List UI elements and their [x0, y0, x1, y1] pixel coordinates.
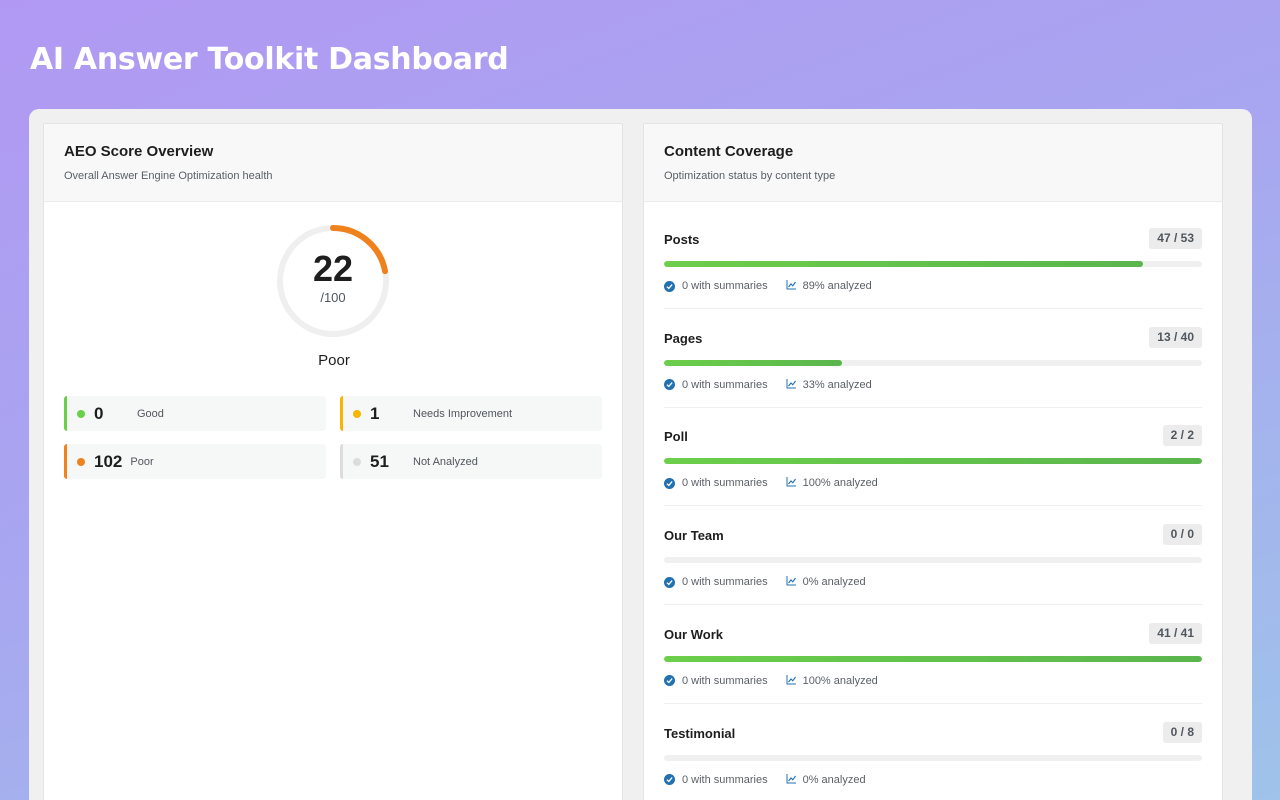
stat-count: 102 — [94, 451, 123, 471]
content-type-name: Testimonial — [664, 725, 736, 741]
trend-chart-icon — [786, 674, 797, 688]
progress-bar — [664, 557, 1202, 564]
coverage-count-badge: 0 / 8 — [1162, 721, 1202, 743]
content-coverage-card: Content Coverage Optimization status by … — [643, 123, 1223, 800]
stat-not-analyzed: 51 Not Analyzed — [340, 444, 602, 479]
score-rating: Poor — [318, 352, 350, 369]
aeo-score-card: AEO Score Overview Overall Answer Engine… — [43, 123, 623, 800]
coverage-meta: 0 with summaries 0% analyzed — [664, 773, 866, 787]
stat-label: Good — [137, 407, 164, 420]
trend-chart-icon — [786, 773, 797, 787]
progress-fill — [664, 655, 1202, 662]
coverage-count-badge: 0 / 0 — [1162, 524, 1202, 546]
status-dot — [353, 409, 361, 418]
card-header: AEO Score Overview Overall Answer Engine… — [44, 124, 622, 202]
coverage-row: Testimonial 0 / 8 0 with summaries 0% analy… — [664, 704, 1202, 800]
status-dot — [77, 409, 85, 418]
stat-count: 51 — [370, 451, 389, 471]
progress-bar — [664, 359, 1202, 366]
summaries-text: 0 with summaries — [682, 378, 768, 391]
stat-label: Not Analyzed — [413, 455, 478, 468]
coverage-row: Pages 13 / 40 0 with summaries 33% analyzed — [664, 309, 1202, 408]
stat-count: 1 — [370, 403, 380, 423]
card-title: AEO Score Overview — [64, 143, 214, 160]
analyzed-text: 0% analyzed — [802, 576, 866, 589]
check-circle-icon — [664, 379, 675, 391]
progress-bar — [664, 458, 1202, 465]
analyzed-text: 0% analyzed — [802, 773, 866, 786]
analyzed-text: 100% analyzed — [802, 674, 878, 687]
coverage-count-badge: 47 / 53 — [1149, 228, 1202, 249]
progress-bar — [664, 754, 1202, 761]
coverage-row: Our Team 0 / 0 0 with summaries 0% analyzed — [664, 506, 1202, 606]
trend-chart-icon — [786, 575, 797, 589]
content-type-name: Poll — [664, 429, 688, 445]
page-title: AI Answer Toolkit Dashboard — [30, 42, 509, 77]
score-ring: 22 /100 — [275, 223, 391, 339]
analyzed-text: 33% analyzed — [802, 378, 872, 391]
analyzed-text: 100% analyzed — [802, 477, 878, 490]
coverage-meta: 0 with summaries 33% analyzed — [664, 378, 872, 392]
card-subtitle: Optimization status by content type — [664, 170, 836, 182]
stat-poor: 102 Poor — [64, 444, 326, 479]
progress-fill — [664, 261, 1143, 267]
check-circle-icon — [664, 774, 675, 785]
stat-label: Poor — [130, 455, 154, 468]
coverage-row: Our Work 41 / 41 0 with summaries 100% anal… — [664, 605, 1202, 704]
stat-label: Needs Improvement — [413, 407, 513, 420]
card-subtitle: Overall Answer Engine Optimization healt… — [64, 170, 273, 182]
progress-bar — [664, 261, 1202, 267]
check-circle-icon — [664, 675, 675, 687]
stat-needs-improvement: 1 Needs Improvement — [340, 396, 602, 431]
coverage-row: Posts 47 / 53 0 with summaries 89% analyzed — [664, 210, 1202, 309]
summaries-text: 0 with summaries — [682, 477, 768, 490]
trend-chart-icon — [786, 378, 797, 392]
dashboard-panel: AEO Score Overview Overall Answer Engine… — [29, 109, 1252, 800]
card-header: Content Coverage Optimization status by … — [644, 124, 1222, 202]
content-type-name: Our Work — [664, 626, 723, 642]
stat-good: 0 Good — [64, 396, 326, 431]
coverage-meta: 0 with summaries 100% analyzed — [664, 674, 878, 688]
stat-count: 0 — [94, 403, 104, 423]
analyzed-text: 89% analyzed — [802, 280, 872, 292]
progress-fill — [664, 458, 1202, 465]
score-ring-progress — [277, 225, 389, 337]
coverage-count-badge: 2 / 2 — [1162, 425, 1202, 447]
content-type-name: Pages — [664, 330, 703, 346]
status-dot — [353, 457, 361, 466]
card-title: Content Coverage — [664, 143, 794, 160]
coverage-meta: 0 with summaries 0% analyzed — [664, 575, 866, 589]
summaries-text: 0 with summaries — [682, 773, 768, 786]
summaries-text: 0 with summaries — [682, 674, 768, 687]
check-circle-icon — [664, 576, 675, 588]
coverage-count-badge: 13 / 40 — [1149, 326, 1202, 348]
content-type-name: Our Team — [664, 528, 724, 544]
coverage-row: Poll 2 / 2 0 with summaries 100% analyzed — [664, 407, 1202, 507]
coverage-meta: 0 with summaries 89% analyzed — [664, 279, 872, 293]
progress-bar — [664, 655, 1202, 662]
coverage-count-badge: 41 / 41 — [1149, 622, 1202, 644]
summaries-text: 0 with summaries — [682, 280, 768, 292]
coverage-meta: 0 with summaries 100% analyzed — [664, 476, 878, 490]
check-circle-icon — [664, 477, 675, 489]
progress-fill — [664, 359, 842, 366]
trend-chart-icon — [786, 476, 797, 490]
content-type-name: Posts — [664, 232, 700, 247]
score-value: 22 — [312, 248, 354, 289]
check-circle-icon — [664, 280, 675, 292]
trend-chart-icon — [786, 279, 797, 293]
score-max: /100 — [320, 290, 346, 305]
status-dot — [77, 457, 85, 466]
summaries-text: 0 with summaries — [682, 576, 768, 589]
